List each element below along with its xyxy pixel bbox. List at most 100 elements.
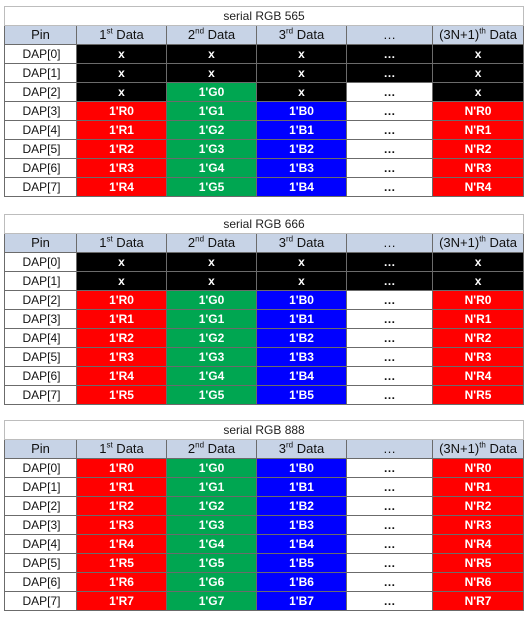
bit-cell: N'R1 <box>431 309 525 329</box>
bit-cell: 1'G5 <box>166 553 257 573</box>
rgb888-table: serial RGB 888 Pin 1st Data 2nd Data 3rd Dat… <box>3 420 525 611</box>
bit-cell: N'R3 <box>431 515 525 535</box>
header-text-suffix: Data <box>293 441 325 456</box>
bit-cell: 1'G0 <box>166 290 257 310</box>
bit-cell: N'R2 <box>431 496 525 516</box>
bit-cell: x <box>256 252 347 272</box>
header-col4: … <box>346 25 433 45</box>
table-row: DAP[2] 1'R2 1'G2 1'B2… N'R2 <box>4 496 525 516</box>
bit-cell: x <box>431 82 525 102</box>
bit-cell: … <box>346 101 433 121</box>
bit-cell: x <box>431 63 525 83</box>
header-superscript: nd <box>195 26 205 36</box>
bit-cell: 1'G2 <box>166 120 257 140</box>
pin-label: DAP[3] <box>4 515 77 535</box>
bit-cell: N'R1 <box>431 120 525 140</box>
header-text-suffix: Data <box>204 27 236 42</box>
bit-cell: x <box>431 252 525 272</box>
header-text: … <box>383 235 396 250</box>
header-col3: 3rd Data <box>256 25 347 45</box>
header-text: 1 <box>99 27 107 42</box>
bit-cell: … <box>346 591 433 611</box>
table-row: DAP[7] 1'R7 1'G7 1'B7… N'R7 <box>4 591 525 611</box>
table-row: DAP[3] 1'R3 1'G3 1'B3… N'R3 <box>4 515 525 535</box>
table-row: DAP[1] x x x… x <box>4 63 525 83</box>
header-pin: Pin <box>4 25 77 45</box>
bit-cell: x <box>76 252 167 272</box>
table-row: DAP[6] 1'R6 1'G6 1'B6… N'R6 <box>4 572 525 592</box>
header-text-suffix: Data <box>112 235 144 250</box>
bit-cell: 1'B5 <box>256 385 347 405</box>
bit-cell: 1'R7 <box>76 591 167 611</box>
header-row: Pin 1st Data 2nd Data 3rd Data… (3N+1)th Dat… <box>4 233 525 253</box>
bit-cell: 1'B1 <box>256 477 347 497</box>
bit-cell: x <box>431 271 525 291</box>
bit-cell: x <box>76 271 167 291</box>
bit-cell: … <box>346 385 433 405</box>
bit-cell: … <box>346 82 433 102</box>
header-text: 3 <box>278 27 287 42</box>
table-row: DAP[4] 1'R4 1'G4 1'B4… N'R4 <box>4 534 525 554</box>
pin-label: DAP[7] <box>4 591 77 611</box>
pin-label: DAP[0] <box>4 458 77 478</box>
table-row: DAP[5] 1'R3 1'G3 1'B3… N'R3 <box>4 347 525 367</box>
header-col2: 2nd Data <box>166 439 257 459</box>
header-superscript: th <box>479 234 486 244</box>
bit-cell: … <box>346 120 433 140</box>
header-superscript: rd <box>286 440 294 450</box>
bit-cell: 1'G4 <box>166 534 257 554</box>
header-text: … <box>383 441 396 456</box>
bit-cell: 1'B1 <box>256 309 347 329</box>
header-superscript: st <box>106 234 113 244</box>
table-title-row: serial RGB 565 <box>3 6 525 26</box>
bit-cell: 1'G0 <box>166 458 257 478</box>
pin-label: DAP[5] <box>4 553 77 573</box>
table-row: DAP[0] x x x… x <box>4 44 525 64</box>
header-row: Pin 1st Data 2nd Data 3rd Data… (3N+1)th Dat… <box>4 439 525 459</box>
table-row: DAP[7] 1'R5 1'G5 1'B5… N'R5 <box>4 385 525 405</box>
bit-cell: … <box>346 328 433 348</box>
header-col1: 1st Data <box>76 233 167 253</box>
header-col3: 3rd Data <box>256 233 347 253</box>
bit-cell: 1'B1 <box>256 120 347 140</box>
bit-cell: 1'B0 <box>256 101 347 121</box>
pin-label: DAP[1] <box>4 63 77 83</box>
bit-cell: … <box>346 44 433 64</box>
table-row: DAP[4] 1'R1 1'G2 1'B1… N'R1 <box>4 120 525 140</box>
bit-cell: 1'R4 <box>76 177 167 197</box>
bit-cell: … <box>346 139 433 159</box>
bit-cell: N'R3 <box>431 158 525 178</box>
bit-cell: 1'R3 <box>76 347 167 367</box>
bit-cell: 1'R5 <box>76 385 167 405</box>
bit-cell: N'R2 <box>431 328 525 348</box>
header-text: … <box>383 27 396 42</box>
table-title: serial RGB 666 <box>3 214 525 234</box>
bit-cell: x <box>76 63 167 83</box>
pin-label: DAP[4] <box>4 328 77 348</box>
bit-cell: N'R7 <box>431 591 525 611</box>
table-row: DAP[6] 1'R3 1'G4 1'B3… N'R3 <box>4 158 525 178</box>
bit-cell: 1'G3 <box>166 347 257 367</box>
header-text: 3 <box>278 235 287 250</box>
header-col5: (3N+1)th Data <box>431 25 525 45</box>
header-col4: … <box>346 233 433 253</box>
bit-cell: 1'R0 <box>76 290 167 310</box>
header-superscript: nd <box>195 234 205 244</box>
table-row: DAP[0] 1'R0 1'G0 1'B0… N'R0 <box>4 458 525 478</box>
bit-cell: N'R4 <box>431 366 525 386</box>
bit-cell: 1'G3 <box>166 139 257 159</box>
pin-label: DAP[4] <box>4 120 77 140</box>
header-text: 1 <box>99 235 107 250</box>
bit-cell: 1'G1 <box>166 101 257 121</box>
bit-cell: x <box>76 82 167 102</box>
header-superscript: rd <box>286 26 294 36</box>
header-text-suffix: Data <box>112 441 144 456</box>
pin-label: DAP[3] <box>4 309 77 329</box>
bit-cell: N'R2 <box>431 139 525 159</box>
header-col2: 2nd Data <box>166 233 257 253</box>
header-text: 3 <box>278 441 287 456</box>
table-row: DAP[2] 1'R0 1'G0 1'B0… N'R0 <box>4 290 525 310</box>
pin-label: DAP[1] <box>4 271 77 291</box>
bit-cell: 1'B2 <box>256 496 347 516</box>
header-text: 2 <box>187 235 196 250</box>
